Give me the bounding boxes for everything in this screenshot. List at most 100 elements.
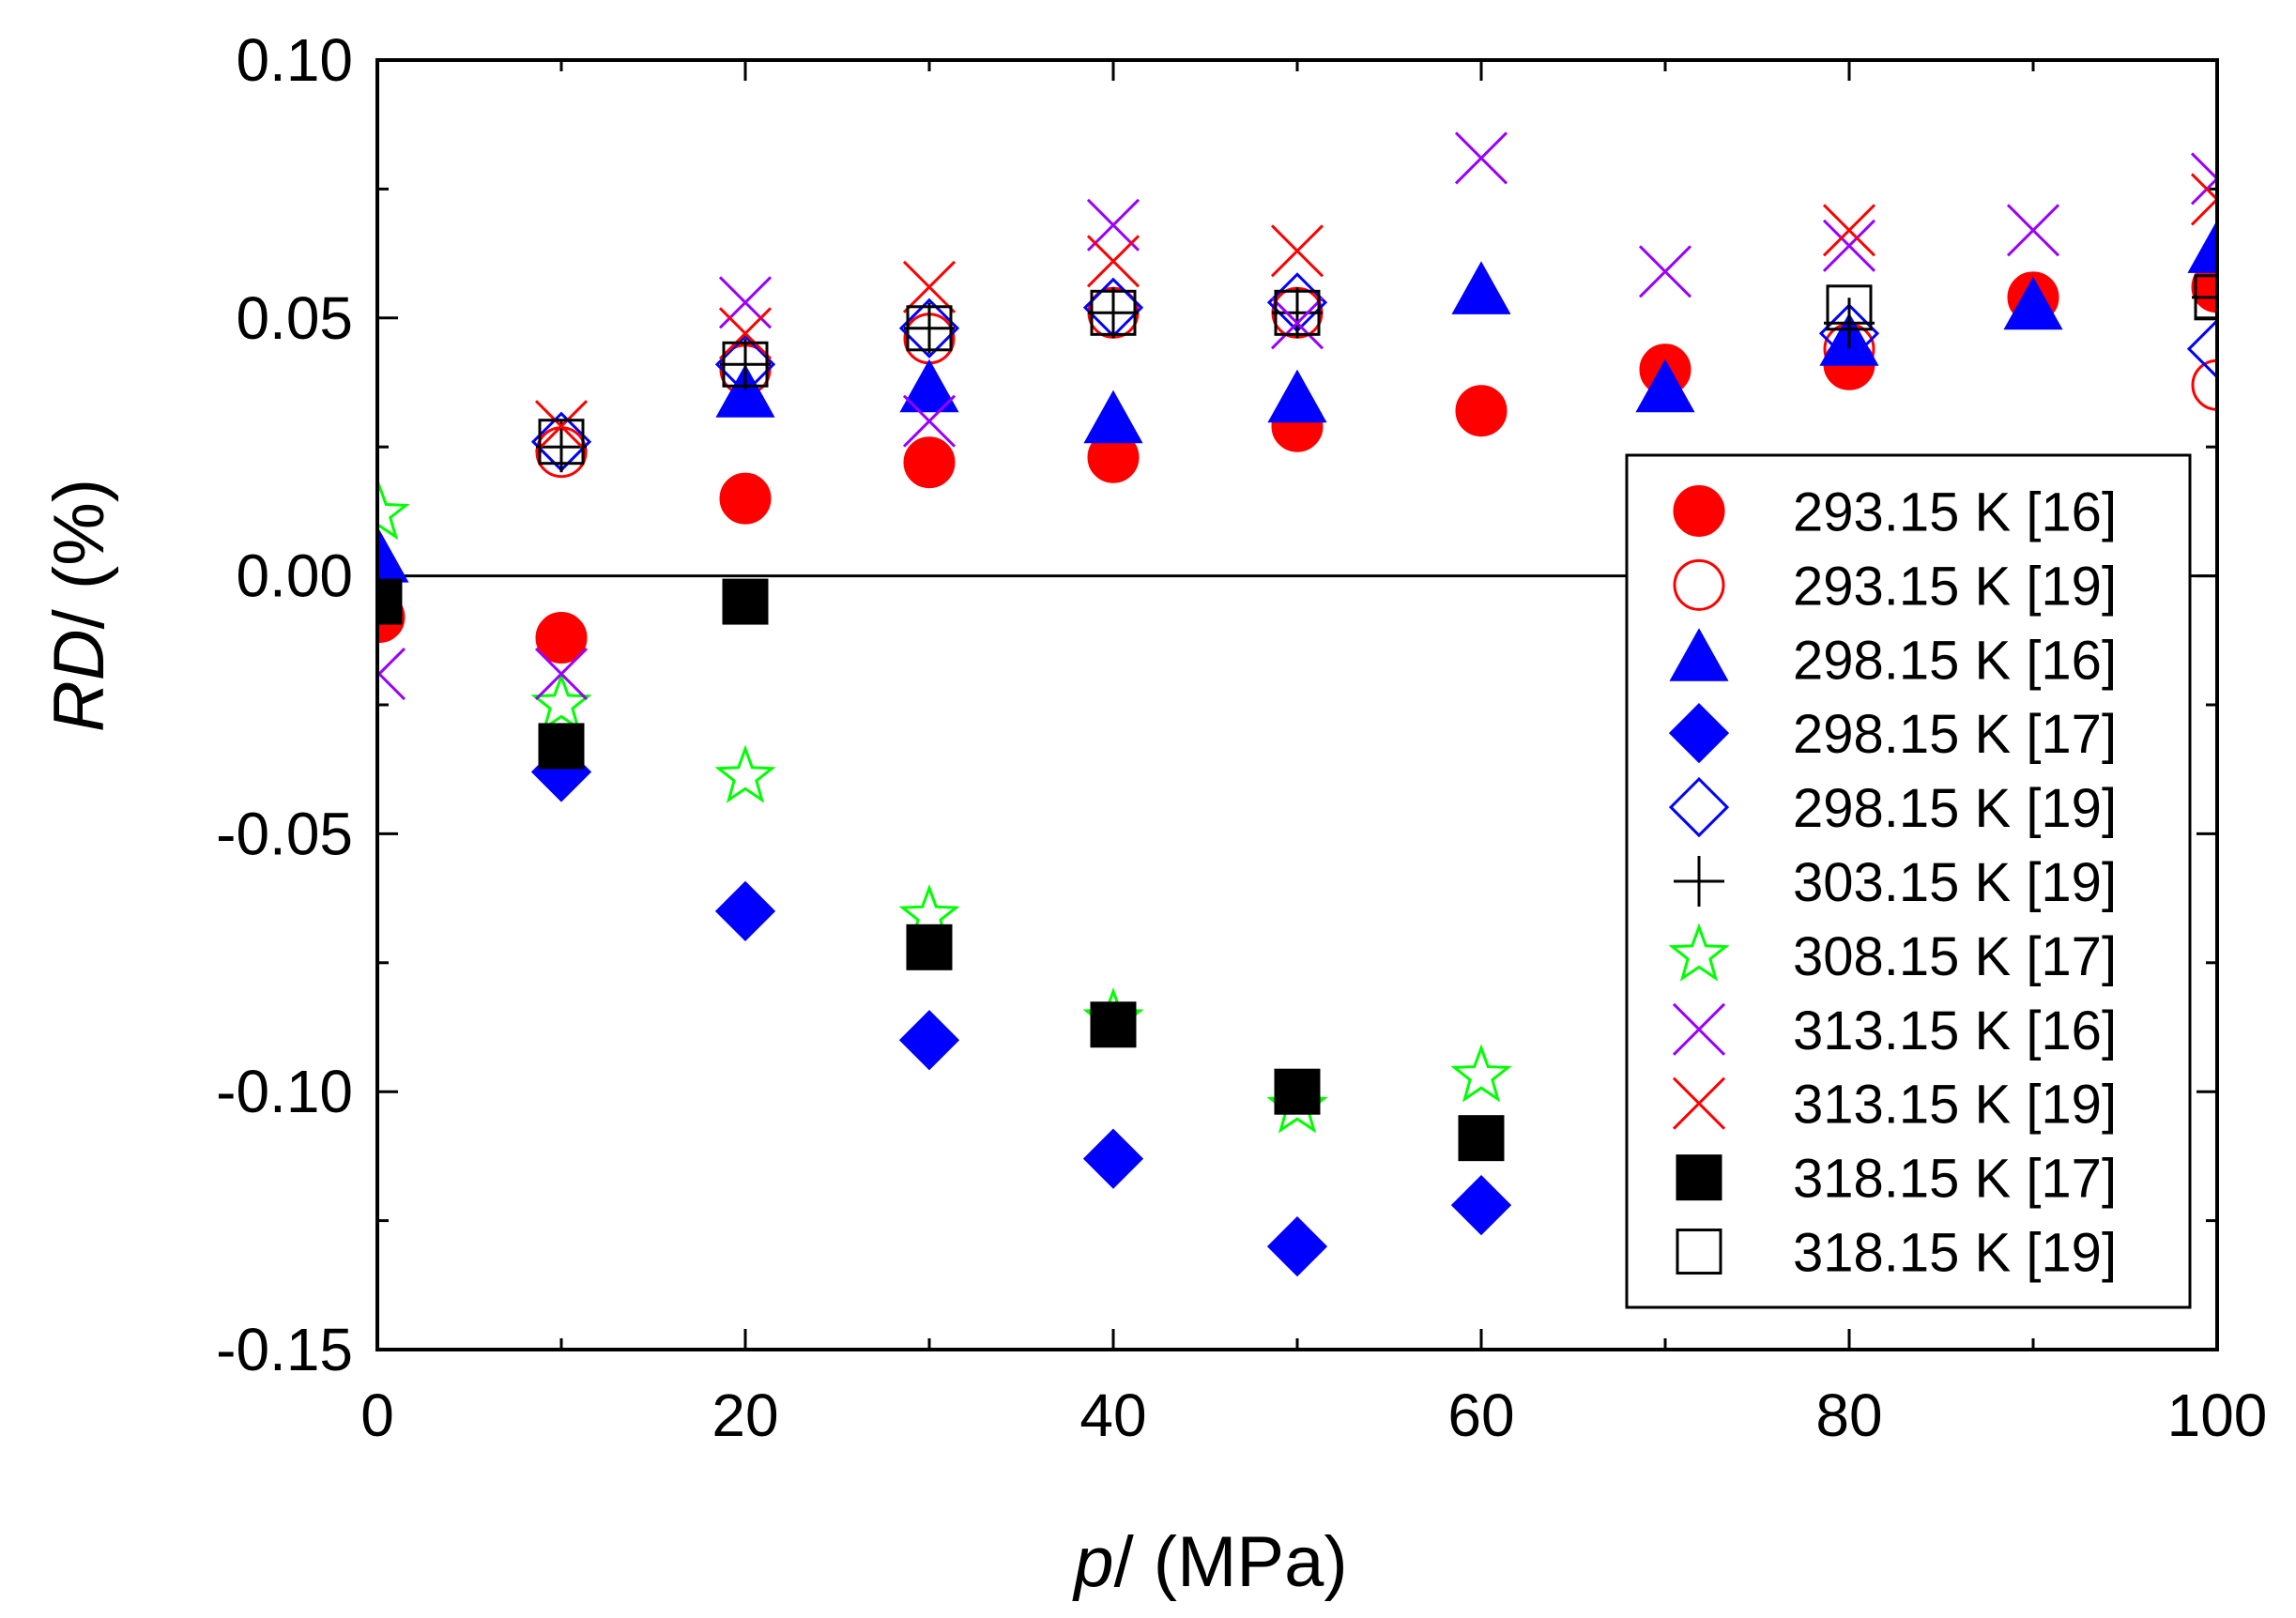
data-point xyxy=(1824,298,1875,349)
legend-marker xyxy=(1674,856,1724,907)
plot-frame xyxy=(375,58,2219,1351)
y-tick-label: 0.05 xyxy=(236,284,353,352)
data-point xyxy=(1083,389,1143,444)
data-point xyxy=(1274,1068,1321,1115)
x-axis-title-unit: / (MPa) xyxy=(1114,1522,1348,1602)
data-point xyxy=(2194,274,2217,321)
y-tick-label: -0.10 xyxy=(216,1058,353,1125)
data-point xyxy=(1274,289,1321,336)
data-point xyxy=(902,260,957,313)
legend-item-308-15-k-17: 308.15 K [17] xyxy=(1668,923,2117,987)
legend-marker xyxy=(1673,558,1725,611)
data-point xyxy=(1450,1044,1512,1103)
data-point xyxy=(1270,224,1324,278)
legend-item-298-15-k-16: 298.15 K [16] xyxy=(1669,628,2117,691)
data-point xyxy=(714,744,776,803)
legend-label: 298.15 K [19] xyxy=(1793,778,2117,839)
data-point xyxy=(718,307,773,360)
data-point xyxy=(2192,271,2217,323)
data-point xyxy=(1458,1115,1505,1162)
y-axis-title: RD/ (%) xyxy=(39,479,119,732)
data-point xyxy=(1826,284,1873,331)
legend-label: 298.15 K [16] xyxy=(1793,630,2117,691)
data-markers xyxy=(377,131,2217,1277)
series-313-15-k-19 xyxy=(534,173,2217,453)
legend-item-313-15-k-19: 313.15 K [19] xyxy=(1672,1075,2117,1136)
data-point xyxy=(2191,359,2217,411)
x-tick-label: 0 xyxy=(360,1381,394,1449)
y-tick-label: -0.15 xyxy=(216,1316,353,1383)
legend-item-293-15-k-16: 293.15 K [16] xyxy=(1673,481,2117,542)
y-tick-label: 0.10 xyxy=(236,26,353,94)
x-axis-title-italic: p xyxy=(1072,1522,1113,1602)
x-tick-label: 80 xyxy=(1815,1381,1882,1449)
data-point xyxy=(1267,369,1327,423)
data-point xyxy=(1272,287,1323,339)
data-point xyxy=(722,341,769,388)
data-point xyxy=(2190,173,2217,226)
data-point xyxy=(1088,287,1139,339)
data-point xyxy=(898,298,960,359)
data-point xyxy=(2003,276,2063,330)
x-axis-title: p/ (MPa) xyxy=(1072,1522,1347,1602)
legend-label: 303.15 K [19] xyxy=(1793,852,2117,913)
data-point xyxy=(904,302,955,354)
data-point xyxy=(1090,1001,1137,1048)
data-point xyxy=(2187,220,2217,273)
legend-item-293-15-k-19: 293.15 K [19] xyxy=(1673,556,2117,617)
data-point xyxy=(714,880,776,941)
legend-marker xyxy=(1672,1076,1726,1130)
data-point xyxy=(1451,261,1511,314)
legend-item-298-15-k-17: 298.15 K [17] xyxy=(1668,703,2117,765)
legend: 293.15 K [16] 293.15 K [19] 298.15 K [16] 2… xyxy=(1625,453,2192,1309)
data-point xyxy=(898,1010,960,1071)
x-tick-label: 60 xyxy=(1447,1381,1514,1449)
legend-label: 293.15 K [19] xyxy=(1793,556,2117,617)
data-point xyxy=(906,923,953,970)
y-axis-title-unit: / (%) xyxy=(39,479,119,629)
data-point xyxy=(2190,152,2217,206)
legend-marker xyxy=(1669,628,1729,681)
legend-item-298-15-k-19: 298.15 K [19] xyxy=(1668,776,2117,839)
series-318-15-k-19 xyxy=(538,274,2217,466)
data-point xyxy=(538,419,585,466)
data-point xyxy=(1822,219,1876,272)
legend-marker xyxy=(1668,703,1730,764)
legend-marker xyxy=(1676,1229,1722,1275)
data-point xyxy=(1086,198,1140,252)
data-point xyxy=(2186,318,2217,379)
data-point xyxy=(1454,131,1508,185)
series-303-15-k-19 xyxy=(536,271,2217,473)
data-point xyxy=(1082,1128,1144,1189)
data-point xyxy=(722,578,769,625)
legend-label: 318.15 K [19] xyxy=(1793,1223,2117,1284)
data-point xyxy=(2006,204,2060,257)
legend-label: 298.15 K [17] xyxy=(1793,704,2117,765)
data-point xyxy=(906,305,953,352)
data-point xyxy=(719,472,772,525)
legend-label: 293.15 K [16] xyxy=(1793,481,2117,542)
legend-item-313-15-k-16: 313.15 K [16] xyxy=(1672,1000,2117,1061)
y-tick-label: -0.05 xyxy=(216,800,353,867)
series-298-15-k-16 xyxy=(377,220,2217,583)
legend-item-303-15-k-19: 303.15 K [19] xyxy=(1674,852,2117,913)
data-point xyxy=(899,359,959,413)
data-point xyxy=(903,436,956,489)
data-point xyxy=(902,394,957,448)
data-point xyxy=(534,400,589,453)
y-axis-title-italic: RD xyxy=(39,629,119,732)
data-point xyxy=(1455,385,1508,437)
data-point xyxy=(1270,297,1324,350)
legend-marker xyxy=(1668,923,1730,982)
legend-label: 313.15 K [19] xyxy=(1793,1075,2117,1136)
y-tick-label: 0.00 xyxy=(236,542,353,610)
legend-item-318-15-k-19: 318.15 K [19] xyxy=(1676,1223,2117,1284)
data-point xyxy=(1822,204,1876,257)
legend-marker xyxy=(1673,484,1725,537)
x-tick-label: 40 xyxy=(1079,1381,1146,1449)
legend-label: 308.15 K [17] xyxy=(1793,926,2117,987)
x-tick-label: 20 xyxy=(712,1381,778,1449)
legend-marker xyxy=(1672,1002,1726,1056)
data-point xyxy=(718,276,773,329)
